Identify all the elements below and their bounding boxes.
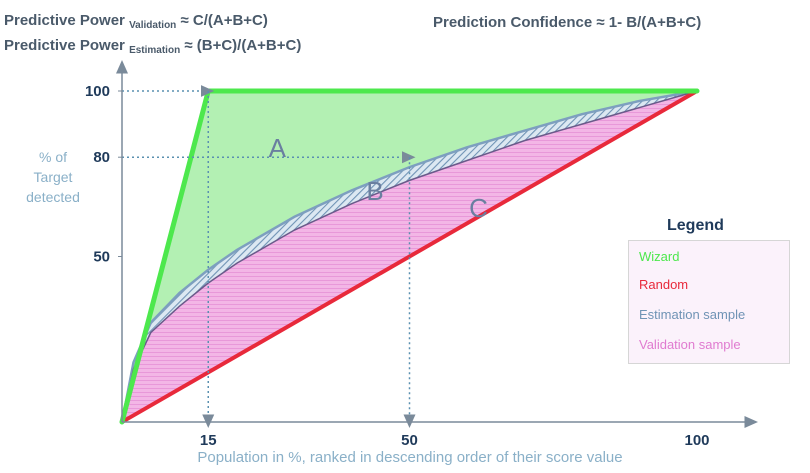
formula-prefix: Predictive Power <box>4 37 125 54</box>
formula-rhs: ≈ (B+C)/(A+B+C) <box>184 37 302 54</box>
x-tick-label: 100 <box>684 432 709 449</box>
y-axis-label-line: detected <box>26 189 80 205</box>
y-axis-label-line: Target <box>34 169 73 185</box>
y-axis-label-line: % of <box>39 149 67 165</box>
area-a <box>122 91 697 422</box>
series-line-estimation-sample <box>120 89 698 423</box>
region-label-b: B <box>366 176 383 206</box>
legend-title: Legend <box>667 217 724 234</box>
formula-prediction-confidence: Prediction Confidence ≈ 1- B/(A+B+C) <box>433 14 702 31</box>
formula-subscript: Validation <box>129 20 177 31</box>
y-tick-label: 80 <box>93 149 110 166</box>
x-tick-label: 50 <box>401 432 418 449</box>
y-tick-label: 50 <box>93 249 110 266</box>
formula-predictive-power-estimation: Predictive Power Estimation ≈ (B+C)/(A+B… <box>4 37 302 56</box>
formula-predictive-power-validation: Predictive Power Validation ≈ C/(A+B+C) <box>4 12 268 31</box>
legend-item-estimation-sample: Estimation sample <box>639 307 746 322</box>
legend-box: Wizard Random Estimation sample Validati… <box>628 240 790 364</box>
series-line-random <box>120 89 699 424</box>
formula-subscript: Estimation <box>129 45 181 56</box>
region-label-c: C <box>469 193 488 223</box>
legend-item-wizard: Wizard <box>639 249 680 264</box>
x-tick-label: 15 <box>200 432 217 449</box>
region-label-a: A <box>269 133 287 163</box>
formula-rhs: ≈ C/(A+B+C) <box>180 12 268 29</box>
legend-item-validation-sample: Validation sample <box>639 337 741 352</box>
y-tick-label: 100 <box>85 83 110 100</box>
x-axis-label: Population in %, ranked in descending or… <box>197 449 622 466</box>
series-line-validation-sample <box>121 90 698 423</box>
area-b <box>122 91 697 422</box>
legend-item-random: Random <box>639 277 689 292</box>
formula-prefix: Predictive Power <box>4 12 125 29</box>
